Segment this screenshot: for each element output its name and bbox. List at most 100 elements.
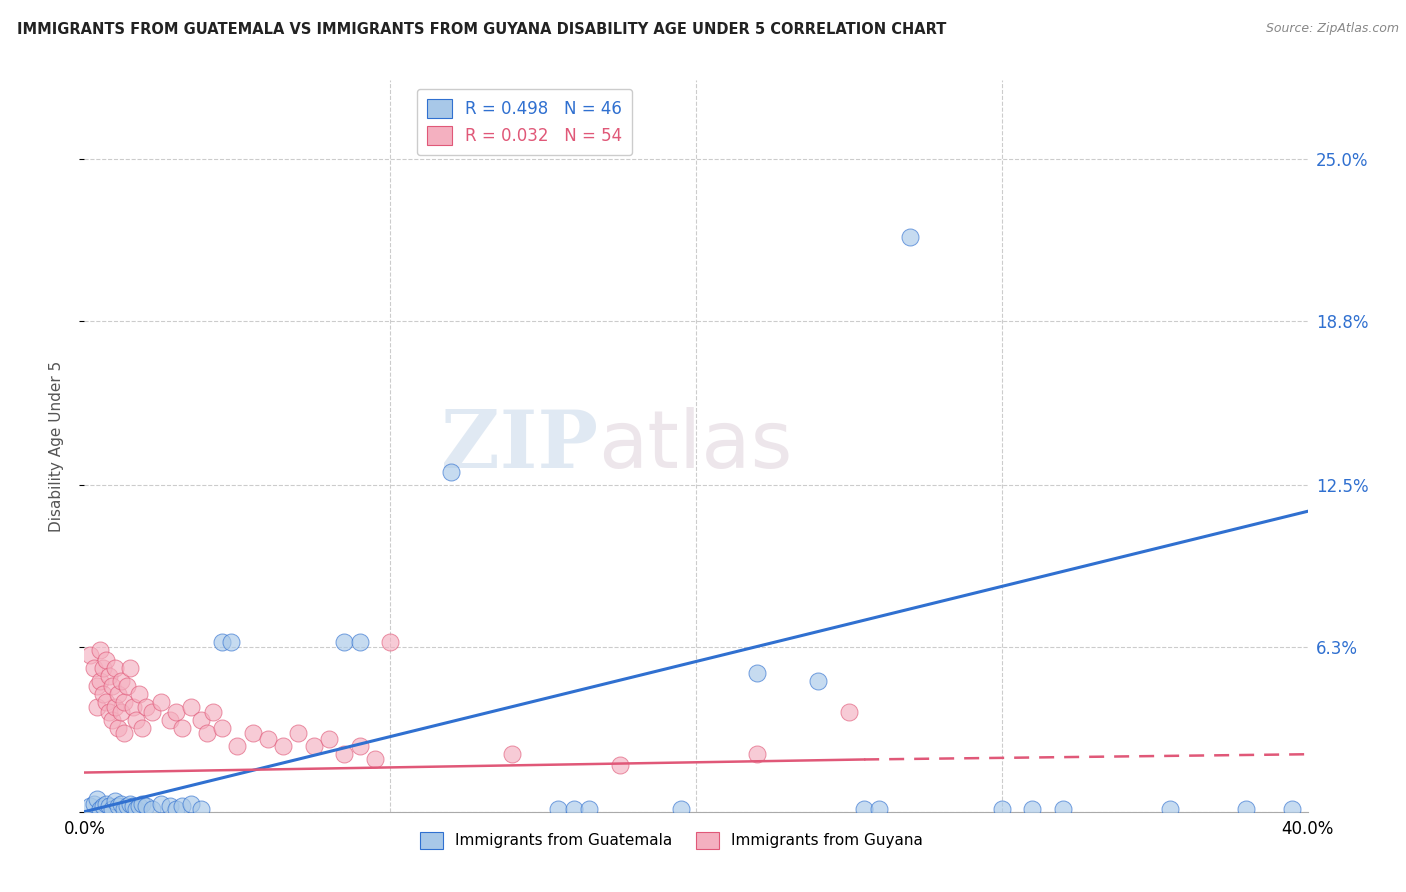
Point: [83, 661, 105, 675]
Point: [122, 700, 145, 714]
Point: [125, 714, 148, 728]
Point: [991, 802, 1014, 816]
Text: IMMIGRANTS FROM GUATEMALA VS IMMIGRANTS FROM GUYANA DISABILITY AGE UNDER 5 CORRE: IMMIGRANTS FROM GUATEMALA VS IMMIGRANTS …: [17, 22, 946, 37]
Point: [115, 799, 138, 814]
Point: [79, 799, 101, 814]
Point: [101, 714, 124, 728]
Point: [211, 721, 233, 735]
Point: [110, 674, 132, 689]
Point: [128, 687, 150, 701]
Point: [107, 687, 129, 701]
Point: [128, 799, 150, 814]
Point: [91, 687, 114, 701]
Point: [141, 706, 163, 720]
Point: [149, 797, 172, 811]
Point: [271, 739, 294, 754]
Point: [172, 721, 194, 735]
Point: [141, 802, 163, 816]
Point: [97, 669, 120, 683]
Point: [440, 465, 463, 479]
Point: [747, 666, 769, 681]
Point: [349, 635, 371, 649]
Point: [110, 706, 132, 720]
Point: [562, 802, 585, 816]
Point: [333, 747, 356, 762]
Point: [333, 635, 356, 649]
Point: [180, 700, 202, 714]
Point: [195, 726, 218, 740]
Point: [112, 695, 135, 709]
Point: [135, 700, 157, 714]
Point: [898, 230, 921, 244]
Point: [104, 794, 127, 808]
Point: [112, 726, 135, 740]
Text: Source: ZipAtlas.com: Source: ZipAtlas.com: [1265, 22, 1399, 36]
Text: ZIP: ZIP: [441, 407, 598, 485]
Point: [107, 799, 129, 814]
Point: [89, 674, 111, 689]
Point: [349, 739, 371, 754]
Point: [89, 642, 111, 657]
Point: [1281, 802, 1303, 816]
Point: [1021, 802, 1043, 816]
Point: [257, 731, 280, 746]
Point: [97, 706, 120, 720]
Point: [122, 799, 145, 814]
Point: [211, 635, 233, 649]
Point: [201, 706, 224, 720]
Point: [180, 797, 202, 811]
Point: [91, 661, 114, 675]
Point: [104, 700, 127, 714]
Point: [159, 714, 181, 728]
Point: [219, 635, 242, 649]
Point: [1052, 802, 1074, 816]
Point: [165, 802, 187, 816]
Point: [131, 797, 153, 811]
Point: [79, 648, 101, 662]
Point: [302, 739, 325, 754]
Point: [838, 706, 860, 720]
Point: [115, 679, 138, 693]
Point: [190, 802, 212, 816]
Point: [165, 706, 187, 720]
Point: [97, 799, 120, 814]
Point: [83, 797, 105, 811]
Point: [120, 661, 142, 675]
Point: [190, 714, 212, 728]
Point: [869, 802, 891, 816]
Point: [172, 799, 194, 814]
Point: [747, 747, 769, 762]
Point: [853, 802, 876, 816]
Point: [112, 802, 135, 816]
Point: [125, 802, 148, 816]
Point: [1236, 802, 1258, 816]
Point: [609, 757, 631, 772]
Point: [502, 747, 524, 762]
Point: [94, 653, 117, 667]
Point: [669, 802, 692, 816]
Y-axis label: Disability Age Under 5: Disability Age Under 5: [49, 360, 63, 532]
Point: [94, 695, 117, 709]
Point: [86, 679, 108, 693]
Point: [86, 791, 108, 805]
Point: [120, 797, 142, 811]
Point: [104, 661, 127, 675]
Point: [159, 799, 181, 814]
Point: [380, 635, 402, 649]
Point: [94, 797, 117, 811]
Point: [364, 752, 387, 766]
Point: [101, 802, 124, 816]
Point: [578, 802, 600, 816]
Legend: Immigrants from Guatemala, Immigrants from Guyana: Immigrants from Guatemala, Immigrants fr…: [415, 825, 929, 855]
Point: [287, 726, 309, 740]
Point: [131, 721, 153, 735]
Point: [101, 679, 124, 693]
Text: atlas: atlas: [598, 407, 793, 485]
Point: [318, 731, 340, 746]
Point: [547, 802, 569, 816]
Point: [110, 797, 132, 811]
Point: [86, 700, 108, 714]
Point: [1159, 802, 1181, 816]
Point: [91, 799, 114, 814]
Point: [807, 674, 830, 689]
